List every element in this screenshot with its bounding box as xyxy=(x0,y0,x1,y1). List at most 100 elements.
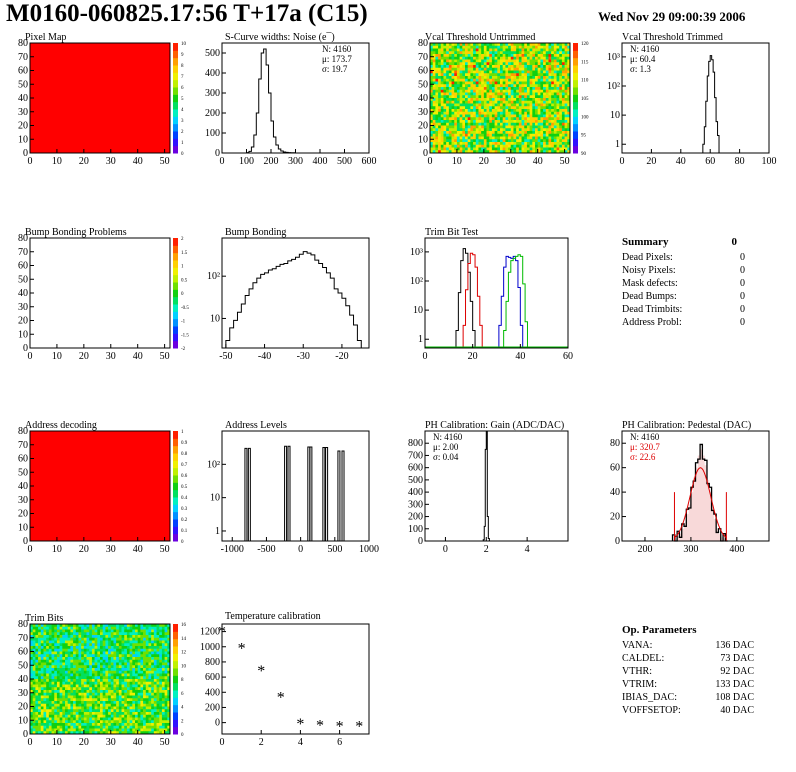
vcal-untrimmed-map-cell xyxy=(430,150,433,154)
vcal-untrimmed-map-cell xyxy=(508,114,512,118)
trim-bits-map-cell xyxy=(83,701,87,705)
trim-bits-map-cell xyxy=(148,648,152,652)
vcal-untrimmed-map-cell xyxy=(500,54,503,58)
vcal-untrimmed-map-cell xyxy=(545,59,549,63)
trim-bits-map-cell xyxy=(73,720,77,724)
trim-bits-map-cell xyxy=(32,665,36,669)
trim-bits-map-cell xyxy=(78,698,82,702)
vcal-untrimmed-map-cell xyxy=(462,78,466,82)
bump-problems-palette-cell xyxy=(173,318,178,323)
vcal-untrimmed-y-tick-label: 60 xyxy=(418,66,428,77)
vcal-untrimmed-map-cell xyxy=(486,111,490,115)
trim-bits-map-cell xyxy=(124,714,128,718)
vcal-untrimmed-map-cell xyxy=(438,67,442,71)
trim-bits-map-cell xyxy=(126,692,130,696)
vcal-untrimmed-map-cell xyxy=(478,109,482,113)
vcal-untrimmed-map-cell xyxy=(435,65,439,69)
trim-bits-map-cell xyxy=(148,679,152,683)
trim-bits-map-cell xyxy=(83,646,87,650)
trim-bits-map-cell xyxy=(145,681,149,685)
trim-bits-map-cell xyxy=(40,646,44,650)
trim-bits-map-cell xyxy=(30,692,33,696)
trim-bits-map-cell xyxy=(43,676,47,680)
vcal-untrimmed-map-cell xyxy=(567,95,571,99)
vcal-untrimmed-map-cell xyxy=(510,150,514,154)
trim-bits-map-cell xyxy=(164,717,168,721)
trim-bits-map-cell xyxy=(32,646,36,650)
temperature-x-tick-label: 2 xyxy=(259,737,264,748)
trim-bits-map-cell xyxy=(164,665,168,669)
vcal-untrimmed-map-cell xyxy=(483,120,487,124)
trim-bits-map-cell xyxy=(35,690,39,694)
vcal-untrimmed-map-cell xyxy=(529,103,533,107)
trim-bits-map-cell xyxy=(91,731,95,735)
address-decoding-y-tick-label: 10 xyxy=(18,522,28,533)
trim-bits-map-cell xyxy=(116,687,120,691)
vcal-untrimmed-map-cell xyxy=(553,128,557,132)
vcal-untrimmed-map-cell xyxy=(559,95,563,99)
vcal-untrimmed-map-cell xyxy=(548,100,552,104)
vcal-untrimmed-map-cell xyxy=(537,131,541,135)
vcal-untrimmed-map-cell xyxy=(491,103,495,107)
trim-bits-map-cell xyxy=(124,665,128,669)
vcal-untrimmed-map-cell xyxy=(505,125,509,129)
vcal-untrimmed-map-cell xyxy=(491,48,495,52)
vcal-untrimmed-map-cell xyxy=(535,51,538,55)
vcal-untrimmed-map-cell xyxy=(454,54,458,58)
trim-bits-map-cell xyxy=(100,679,103,683)
vcal-untrimmed-map-cell xyxy=(459,98,463,102)
trim-bits-map-cell xyxy=(75,728,79,732)
trim-bits-map-cell xyxy=(81,692,85,696)
trim-bits-map-cell xyxy=(75,637,79,641)
trim-bits-map-cell xyxy=(143,717,147,721)
vcal-untrimmed-map-cell xyxy=(478,76,482,80)
vcal-untrimmed-map-cell xyxy=(448,131,452,135)
trim-bits-map-cell xyxy=(108,624,112,628)
trim-bits-map-cell xyxy=(94,646,98,650)
vcal-trimmed-x-tick-label: 0 xyxy=(620,156,625,167)
trim-bits-map-cell xyxy=(118,673,122,677)
vcal-untrimmed-palette-cell xyxy=(573,145,578,150)
vcal-untrimmed-map-cell xyxy=(430,84,433,88)
trim-bits-map-cell xyxy=(100,690,103,694)
trim-bits-map-cell xyxy=(48,635,52,639)
trim-bits-map-cell xyxy=(54,648,58,652)
trim-bits-map-cell xyxy=(46,646,50,650)
vcal-untrimmed-map-cell xyxy=(510,45,514,49)
trim-bits-map-cell xyxy=(118,687,122,691)
vcal-untrimmed-map-cell xyxy=(529,56,533,60)
trim-bits-map-cell xyxy=(126,731,130,735)
vcal-untrimmed-map-cell xyxy=(535,109,538,113)
vcal-untrimmed-map-cell xyxy=(537,70,541,74)
trim-bits-map-cell xyxy=(121,681,125,685)
vcal-untrimmed-map-cell xyxy=(540,106,544,110)
trim-bits-map-cell xyxy=(65,703,68,707)
trim-bits-map-cell xyxy=(164,709,168,713)
trim-bits-map-cell xyxy=(126,681,130,685)
vcal-untrimmed-map-cell xyxy=(518,92,522,96)
trim-bits-map-cell xyxy=(140,637,144,641)
vcal-untrimmed-map-cell xyxy=(543,100,547,104)
vcal-untrimmed-map-cell xyxy=(459,111,463,115)
vcal-untrimmed-map-cell xyxy=(567,147,571,151)
vcal-untrimmed-map-cell xyxy=(559,84,563,88)
trim-bits-map-cell xyxy=(43,692,47,696)
trim-bits-map-cell xyxy=(56,668,60,672)
scurve-histogram xyxy=(246,48,296,154)
vcal-untrimmed-map-cell xyxy=(467,144,471,148)
trim-bits-map-cell xyxy=(126,709,130,713)
trim-bits-map-cell xyxy=(167,687,171,691)
trim-bits-map-cell xyxy=(43,690,47,694)
vcal-untrimmed-map-cell xyxy=(454,136,458,140)
trim-bits-map-cell xyxy=(46,626,50,630)
vcal-untrimmed-map-cell xyxy=(516,106,520,110)
vcal-untrimmed-map-cell xyxy=(502,59,506,63)
trim-bits-map-cell xyxy=(89,662,93,666)
trim-bits-map-cell xyxy=(132,635,136,639)
op-params-row-value: 108 DAC xyxy=(715,692,754,703)
trim-bits-map-cell xyxy=(124,629,128,633)
vcal-untrimmed-map-cell xyxy=(451,45,455,49)
trim-bits-map-cell xyxy=(97,728,101,732)
vcal-untrimmed-map-cell xyxy=(438,73,442,77)
vcal-untrimmed-map-cell xyxy=(513,92,517,96)
